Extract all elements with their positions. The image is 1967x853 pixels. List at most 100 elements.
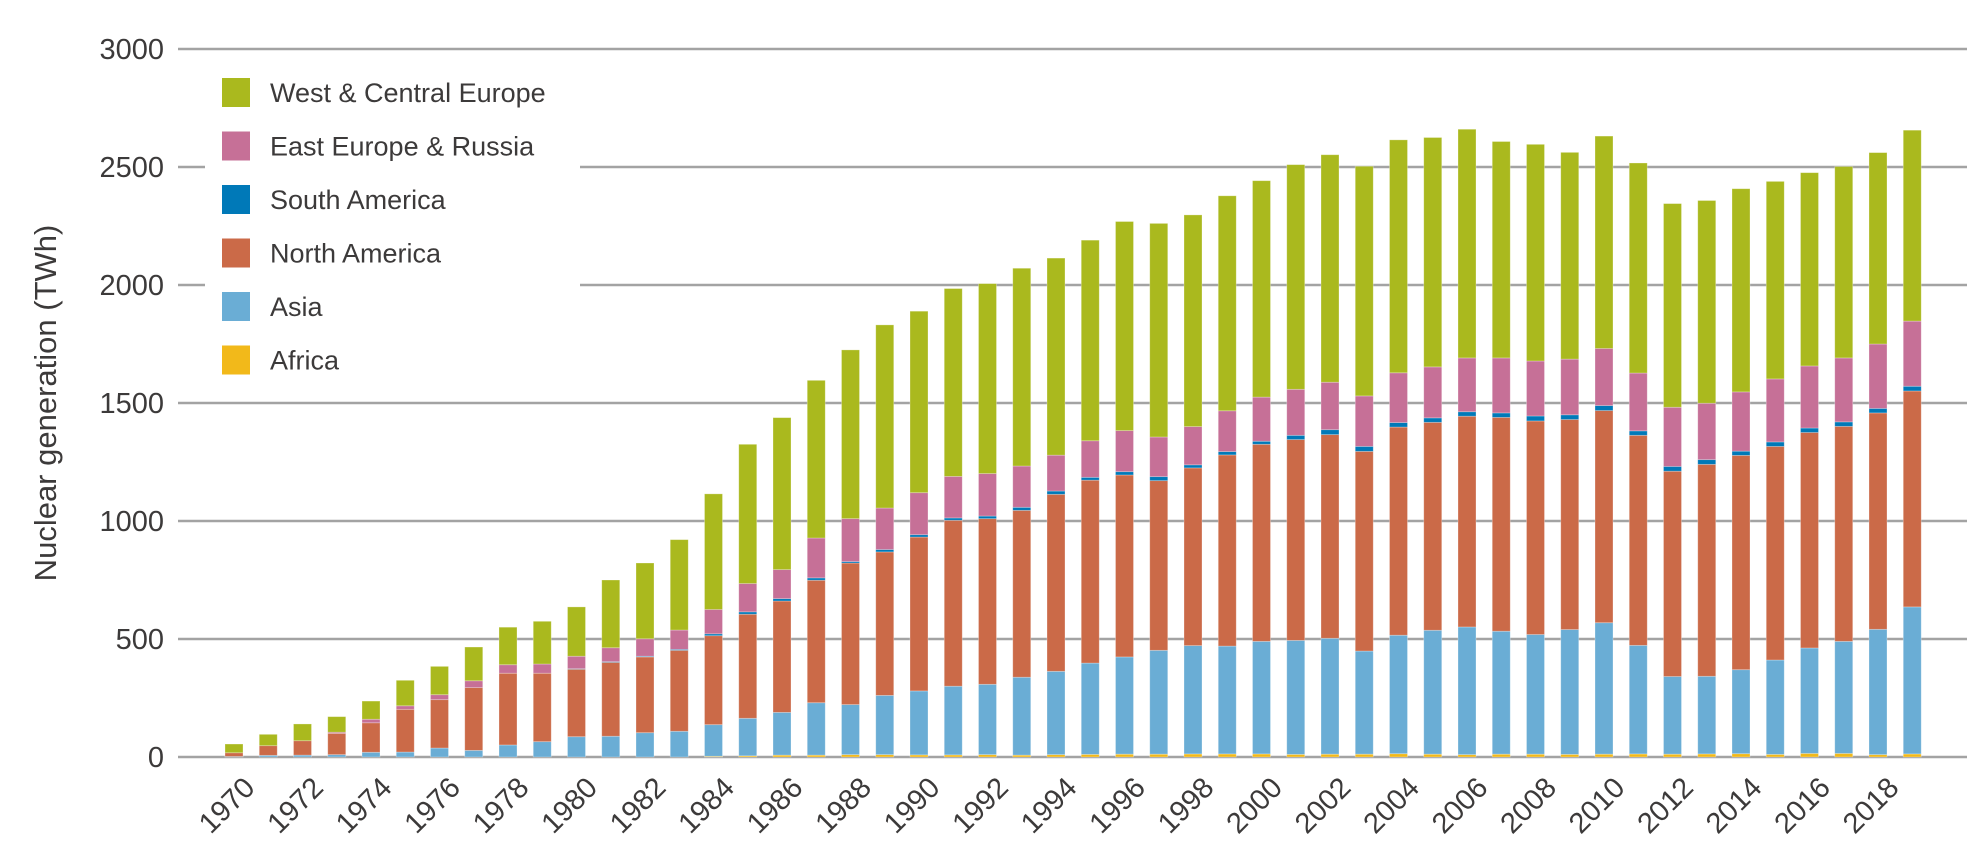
bar-segment-africa-1998: [1183, 753, 1203, 758]
bar-segment-africa-2013: [1697, 753, 1717, 758]
y-tick-label: 2000: [99, 270, 164, 302]
x-tick-label: 2008: [1495, 772, 1563, 840]
bar-segment-africa-2000: [1252, 753, 1271, 758]
bar-segment-west-central-europe-2000: [1252, 180, 1271, 398]
x-tick-label: 1986: [741, 772, 809, 840]
bar-stack-2003: [1354, 165, 1374, 758]
bar-segment-south-america-2000: [1252, 440, 1271, 445]
bar-segment-asia-1996: [1115, 656, 1134, 755]
bar-segment-south-america-1995: [1080, 476, 1100, 481]
bar-segment-east-europe-russia-2015: [1765, 378, 1785, 443]
bar-stack-1995: [1080, 239, 1100, 758]
bar-segment-africa-2003: [1354, 753, 1374, 758]
legend-swatch: [222, 185, 250, 214]
bar-segment-north-america-1985: [738, 613, 758, 719]
bar-segment-asia-1982: [635, 732, 655, 758]
bar-stack-1977: [464, 646, 484, 758]
bar-segment-north-america-1980: [567, 668, 586, 738]
legend: West & Central Europe East Europe & Russi…: [205, 62, 580, 392]
bar-segment-west-central-europe-2018: [1868, 152, 1888, 345]
bar-segment-west-central-europe-2011: [1628, 162, 1648, 374]
bar-segment-west-central-europe-2002: [1320, 154, 1340, 383]
bar-segment-asia-2009: [1560, 629, 1580, 755]
x-tick-label: 1988: [810, 772, 878, 840]
bar-stack-1972: [293, 723, 312, 758]
bar-segment-asia-1985: [738, 717, 758, 757]
y-tick-label: 0: [148, 742, 164, 774]
bar-segment-asia-1975: [395, 751, 415, 758]
bar-segment-east-europe-russia-2018: [1868, 343, 1888, 409]
bar-segment-east-europe-russia-2008: [1526, 360, 1545, 417]
bar-segment-south-america-2019: [1902, 385, 1922, 392]
bar-stack-1980: [567, 606, 586, 758]
bar-segment-africa-2007: [1491, 753, 1511, 758]
bar-segment-east-europe-russia-1991: [943, 475, 963, 519]
bar-segment-africa-2005: [1423, 753, 1443, 758]
bar-stack-1971: [258, 733, 278, 758]
bar-stack-1993: [1012, 267, 1032, 758]
bar-segment-west-central-europe-2017: [1834, 166, 1854, 359]
bar-segment-east-europe-russia-1980: [567, 655, 586, 670]
bar-segment-west-central-europe-1992: [978, 283, 997, 474]
bar-segment-east-europe-russia-1994: [1046, 454, 1066, 492]
bar-segment-east-europe-russia-2003: [1354, 395, 1374, 447]
legend-swatch: [222, 238, 250, 268]
bar-segment-south-america-2016: [1800, 427, 1819, 433]
bar-segment-east-europe-russia-1978: [498, 664, 518, 674]
bar-stack-2018: [1868, 152, 1888, 758]
bar-segment-west-central-europe-1987: [806, 379, 826, 539]
bar-segment-east-europe-russia-1986: [772, 569, 792, 600]
x-tick-label: 1994: [1015, 772, 1083, 840]
legend-item-south-america: South America: [222, 185, 447, 215]
bar-segment-east-europe-russia-1996: [1115, 430, 1134, 473]
legend-label: East Europe & Russia: [270, 132, 535, 162]
bar-segment-east-europe-russia-1974: [361, 718, 381, 724]
bar-stack-2000: [1252, 180, 1271, 758]
bar-segment-south-america-1998: [1183, 464, 1203, 469]
bar-segment-west-central-europe-2012: [1663, 203, 1682, 408]
bar-segment-west-central-europe-2001: [1286, 164, 1306, 390]
bar-stack-1996: [1115, 221, 1134, 758]
bar-segment-asia-2013: [1697, 675, 1717, 755]
bar-segment-east-europe-russia-2016: [1800, 365, 1819, 429]
bar-segment-asia-1986: [772, 711, 792, 756]
bar-segment-south-america-1982: [635, 655, 655, 658]
bar-segment-south-america-2006: [1457, 411, 1477, 417]
bar-segment-east-europe-russia-1999: [1217, 410, 1237, 453]
y-axis-ticks: 0 500 1000 1500 2000 2500 3000: [99, 34, 164, 774]
bar-segment-north-america-2000: [1252, 443, 1271, 642]
bar-segment-north-america-2009: [1560, 419, 1580, 630]
bar-segment-north-america-1991: [943, 519, 963, 687]
bar-stack-1981: [601, 579, 621, 758]
bar-segment-north-america-1970: [224, 752, 244, 757]
bar-segment-africa-1988: [841, 754, 860, 758]
bar-segment-asia-2002: [1320, 637, 1340, 755]
bar-segment-east-europe-russia-2006: [1457, 357, 1477, 413]
bar-segment-west-central-europe-2010: [1594, 135, 1614, 349]
bar-stack-1994: [1046, 257, 1066, 758]
bar-segment-north-america-1994: [1046, 493, 1066, 672]
y-tick-label: 2500: [99, 152, 164, 184]
x-tick-label: 2014: [1700, 772, 1768, 840]
bar-segment-north-america-1971: [258, 745, 278, 756]
bar-segment-west-central-europe-1996: [1115, 221, 1134, 432]
bar-segment-south-america-2003: [1354, 446, 1374, 452]
bar-segment-east-europe-russia-1998: [1183, 426, 1203, 466]
bar-segment-north-america-1989: [875, 551, 895, 696]
bar-stack-2013: [1697, 200, 1717, 758]
bar-segment-asia-2005: [1423, 629, 1443, 755]
bar-segment-north-america-1993: [1012, 509, 1032, 678]
bar-segment-africa-2011: [1628, 753, 1648, 758]
bar-segment-north-america-1981: [601, 661, 621, 737]
bar-segment-west-central-europe-1979: [532, 620, 552, 665]
bar-segment-west-central-europe-1994: [1046, 257, 1066, 456]
bar-stack-1988: [841, 349, 860, 758]
bar-segment-asia-2008: [1526, 634, 1545, 755]
bar-segment-north-america-2011: [1628, 434, 1648, 646]
bar-segment-west-central-europe-1991: [943, 288, 963, 477]
bar-segment-north-america-2017: [1834, 425, 1854, 642]
bar-segment-north-america-1976: [430, 699, 449, 749]
bar-segment-africa-1999: [1217, 753, 1237, 758]
y-tick-label: 3000: [99, 34, 164, 66]
